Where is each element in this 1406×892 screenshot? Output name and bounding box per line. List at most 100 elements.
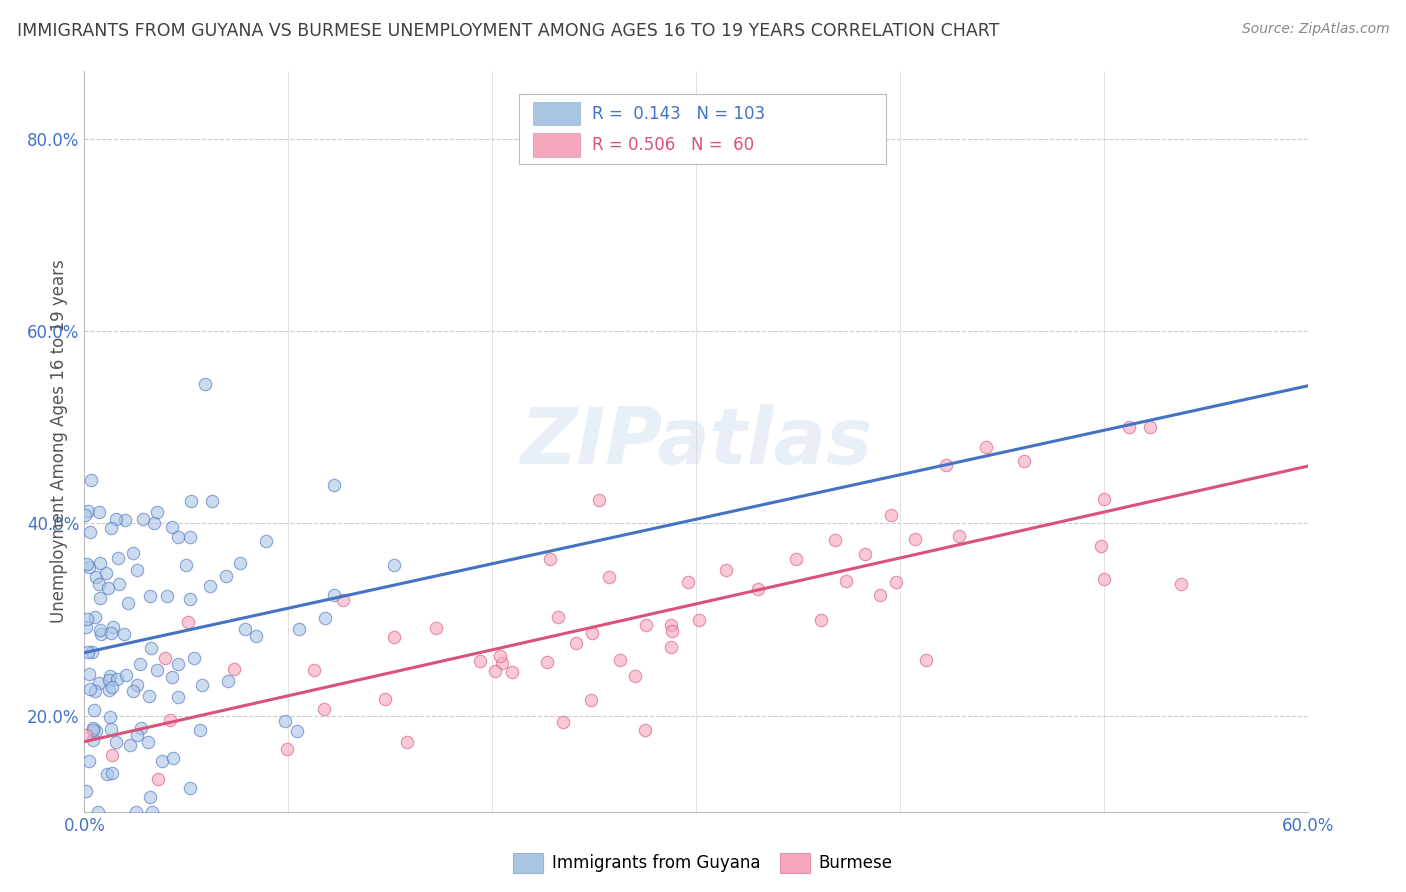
Point (101, 766, 124, 780)
Point (229, 556, 252, 570)
Point (491, 656, 513, 670)
Point (87, 576, 110, 591)
Point (1170, 577, 1192, 591)
Point (114, 513, 136, 527)
Point (138, 734, 160, 748)
Point (118, 738, 141, 752)
Point (288, 622, 311, 636)
Point (547, 610, 569, 624)
Point (254, 533, 277, 548)
Point (125, 563, 148, 577)
Point (634, 723, 657, 738)
Point (835, 574, 858, 589)
Point (77, 754, 100, 768)
Point (1012, 454, 1035, 468)
Point (162, 751, 184, 765)
FancyBboxPatch shape (519, 94, 886, 164)
Point (470, 654, 492, 668)
Point (747, 582, 769, 596)
Point (167, 690, 190, 705)
Point (84, 610, 107, 624)
Point (138, 689, 160, 703)
Point (233, 622, 256, 636)
FancyBboxPatch shape (533, 133, 579, 156)
Point (382, 630, 405, 644)
Point (127, 728, 149, 742)
Point (688, 613, 710, 627)
Text: Source: ZipAtlas.com: Source: ZipAtlas.com (1241, 22, 1389, 37)
Point (107, 551, 129, 566)
Point (948, 529, 970, 543)
Point (76, 645, 98, 659)
Point (659, 640, 682, 655)
Point (176, 558, 198, 572)
Point (79, 681, 101, 696)
Point (114, 668, 136, 682)
Point (108, 577, 131, 591)
Point (101, 747, 124, 762)
Point (217, 674, 239, 689)
Point (1118, 420, 1140, 434)
Point (89, 623, 111, 637)
Point (112, 627, 135, 641)
Text: R =  0.143   N = 103: R = 0.143 N = 103 (592, 104, 765, 122)
Point (143, 516, 166, 530)
Point (105, 672, 128, 686)
Point (322, 478, 344, 492)
Point (914, 653, 936, 667)
Point (117, 596, 139, 610)
Point (177, 615, 200, 630)
Point (101, 620, 124, 634)
Point (501, 665, 523, 679)
Point (314, 611, 336, 625)
Point (245, 629, 267, 643)
Point (191, 677, 214, 691)
Point (194, 377, 217, 392)
Point (201, 494, 224, 508)
Point (98, 669, 121, 683)
Point (122, 683, 145, 698)
Point (125, 805, 148, 819)
Text: R = 0.506   N =  60: R = 0.506 N = 60 (592, 136, 754, 153)
Point (86, 805, 108, 819)
Point (145, 663, 167, 677)
Point (139, 589, 162, 603)
Point (179, 592, 201, 607)
Point (160, 670, 183, 684)
Point (129, 721, 152, 735)
Point (785, 551, 807, 566)
Point (122, 546, 145, 560)
Point (104, 735, 127, 749)
Point (101, 680, 124, 694)
FancyBboxPatch shape (533, 102, 579, 126)
Point (79, 525, 101, 540)
Point (166, 531, 188, 545)
Point (76, 557, 98, 571)
Point (200, 579, 222, 593)
Point (538, 552, 561, 566)
Point (87, 505, 110, 519)
Point (285, 724, 308, 739)
Point (94, 566, 117, 581)
Point (100, 625, 122, 640)
Point (179, 780, 201, 795)
Point (598, 569, 620, 583)
Point (1092, 572, 1115, 586)
Point (127, 678, 149, 692)
Point (150, 754, 173, 768)
Point (188, 723, 211, 738)
Point (215, 569, 238, 583)
Point (565, 636, 588, 650)
Point (884, 575, 907, 590)
Point (138, 790, 160, 805)
Point (609, 653, 631, 667)
Point (100, 521, 122, 535)
Point (75, 784, 97, 798)
Point (488, 648, 510, 663)
Point (89, 591, 111, 606)
Point (302, 663, 325, 677)
Point (581, 625, 603, 640)
Point (636, 618, 658, 632)
Point (179, 530, 201, 544)
Point (180, 494, 202, 508)
